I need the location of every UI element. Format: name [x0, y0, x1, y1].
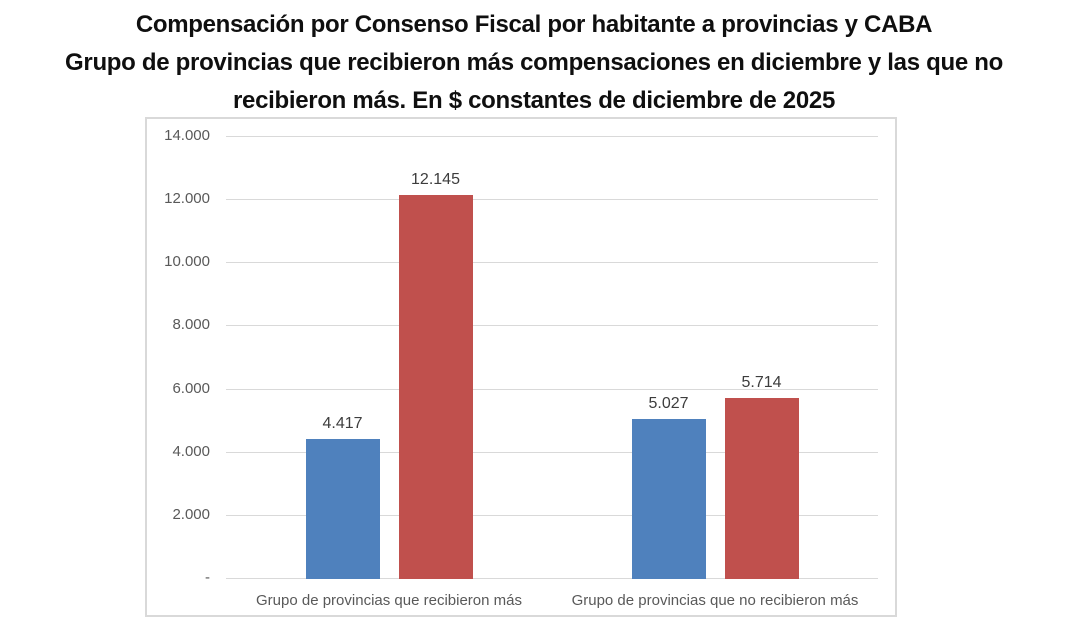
gridline-6000 — [226, 388, 878, 390]
bar-value-label: 5.027 — [648, 395, 689, 413]
chart-title-line-1: Compensación por Consenso Fiscal por hab… — [135, 11, 933, 38]
bar-value-label: 4.417 — [322, 414, 363, 432]
bar-red-series-0 — [398, 194, 473, 579]
bar-red-series-1 — [724, 397, 799, 579]
gridline-10000 — [226, 262, 878, 264]
chart-title-line-2: Grupo de provincias que recibieron más c… — [65, 49, 1003, 76]
y-axis-tick-label: 8.000 — [172, 316, 210, 334]
bar-chart: 14.000 12.000 10.000 8.000 6.000 4.000 2.000 - 4… — [145, 117, 897, 617]
gridline-0 — [226, 578, 878, 579]
gridline-4000 — [226, 451, 878, 453]
gridline-8000 — [226, 325, 878, 327]
chart-title-line-3: recibieron más. En $ constantes de dicie… — [233, 87, 835, 114]
x-axis-category-label: Grupo de provincias que recibieron más — [256, 592, 522, 609]
bar-value-label: 5.714 — [741, 373, 782, 391]
gridline-12000 — [226, 199, 878, 201]
chart-title: Compensación por Consenso Fiscal por hab… — [0, 6, 1068, 120]
y-axis-tick-label: 14.000 — [164, 127, 210, 144]
y-axis-tick-label: 12.000 — [164, 190, 210, 208]
gridline-2000 — [226, 514, 878, 516]
y-axis-tick-label: 2.000 — [172, 505, 210, 523]
bar-blue-series-0 — [305, 438, 380, 579]
y-axis-tick-label: 4.000 — [172, 442, 210, 460]
bar-value-label: 12.145 — [411, 170, 460, 188]
bar-blue-series-1 — [631, 419, 706, 579]
y-axis-tick-label: - — [205, 569, 210, 586]
page: Compensación por Consenso Fiscal por hab… — [0, 6, 1068, 617]
gridline-14000 — [226, 136, 878, 137]
y-axis-tick-label: 10.000 — [164, 253, 210, 271]
x-axis-category-label: Grupo de provincias que no recibieron má… — [571, 592, 859, 609]
y-axis-tick-label: 6.000 — [172, 379, 210, 397]
